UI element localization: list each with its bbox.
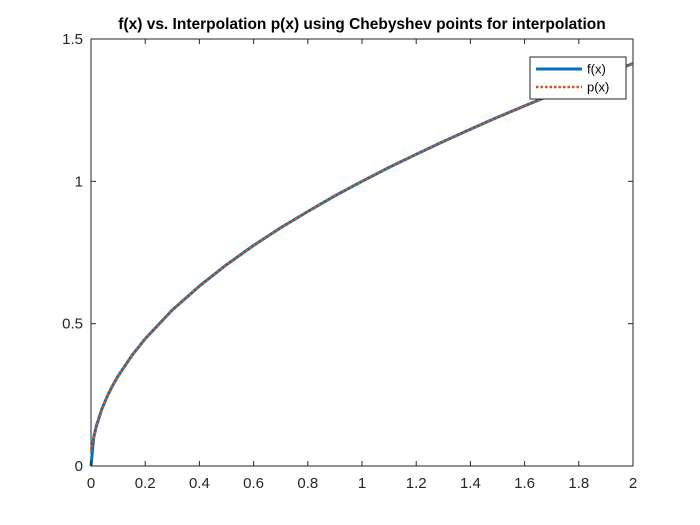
y-tick-label: 0.5 [62, 316, 83, 333]
legend-label-f: f(x) [587, 62, 606, 77]
x-tick-label: 0.2 [135, 475, 156, 492]
legend: f(x) p(x) [529, 56, 627, 100]
x-tick-label: 1.8 [568, 475, 589, 492]
x-tick-label: 1 [358, 475, 366, 492]
chart-title: f(x) vs. Interpolation p(x) using Chebys… [118, 16, 605, 33]
x-tick-label: 1.4 [460, 475, 481, 492]
x-tick-label: 0.8 [297, 475, 318, 492]
y-tick-label: 1.5 [62, 31, 83, 48]
legend-label-p: p(x) [587, 80, 609, 95]
series-layer [89, 62, 634, 467]
ticks-layer: 0 0.2 0.4 0.6 0.8 1 1.2 1.4 1.6 1.8 2 0 0.5 1 1.5 [62, 31, 637, 492]
legend-box [529, 56, 627, 100]
axes-box [90, 38, 634, 467]
x-tick-label: 1.6 [514, 475, 535, 492]
x-tick-label: 0.6 [243, 475, 264, 492]
x-tick-label: 0.4 [189, 475, 210, 492]
plot-area: 0 0.2 0.4 0.6 0.8 1 1.2 1.4 1.6 1.8 2 0 0.5 1 1.5 [62, 31, 637, 492]
x-tick-label: 2 [629, 475, 637, 492]
y-tick-label: 1 [75, 173, 83, 190]
y-tick-label: 0 [75, 458, 83, 475]
series-line-p [89, 62, 634, 453]
x-tick-label: 0 [87, 475, 95, 492]
x-tick-label: 1.2 [406, 475, 427, 492]
